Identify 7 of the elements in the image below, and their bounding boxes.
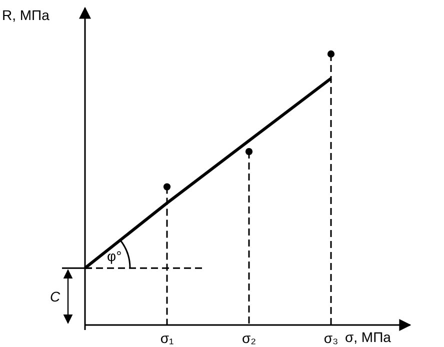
x-tick-label: σ₃: [324, 330, 338, 346]
x-tick-label: σ₂: [242, 330, 256, 346]
x-tick-label: σ₁: [160, 330, 174, 346]
x-axis-title: σ, МПа: [345, 329, 392, 345]
y-axis-title: R, МПа: [2, 7, 50, 23]
annotation: φ°: [107, 248, 122, 264]
text: C: [50, 288, 61, 305]
